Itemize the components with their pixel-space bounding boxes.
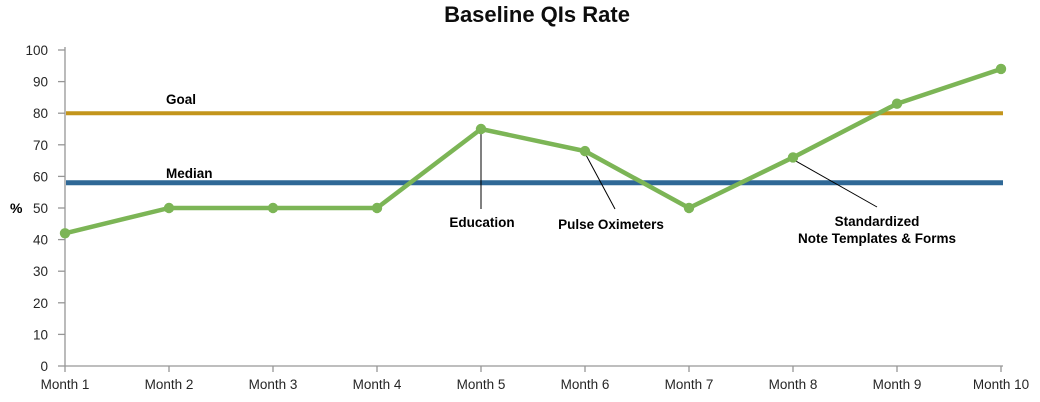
data-point-marker bbox=[787, 152, 799, 163]
y-axis-unit-label: % bbox=[10, 200, 23, 216]
x-tick-label: Month 9 bbox=[873, 377, 922, 392]
data-point-marker bbox=[995, 63, 1007, 75]
y-tick-label: 80 bbox=[33, 106, 48, 121]
goal-label: Goal bbox=[166, 92, 196, 107]
x-tick-label: Month 2 bbox=[145, 377, 194, 392]
data-point-marker bbox=[891, 98, 903, 109]
x-tick-label: Month 1 bbox=[41, 377, 90, 392]
data-point-marker bbox=[579, 145, 591, 157]
data-point-marker bbox=[163, 202, 175, 214]
median-label: Median bbox=[166, 166, 213, 181]
y-tick-label: 70 bbox=[33, 138, 48, 153]
annotation-leader-line bbox=[792, 159, 878, 208]
annotation-leader-line bbox=[584, 152, 616, 210]
annotation-label: Education bbox=[449, 215, 514, 230]
data-point-marker bbox=[683, 202, 695, 214]
x-tick-label: Month 5 bbox=[457, 377, 506, 392]
y-tick-label: 100 bbox=[25, 43, 48, 58]
data-point-marker bbox=[475, 123, 487, 135]
x-tick-label: Month 6 bbox=[561, 377, 610, 392]
annotation-label: Pulse Oximeters bbox=[558, 217, 664, 232]
x-tick-label: Month 10 bbox=[973, 377, 1029, 392]
y-tick-label: 90 bbox=[33, 75, 48, 90]
data-series-line bbox=[62, 66, 1004, 236]
y-tick-label: 30 bbox=[33, 264, 48, 279]
data-point-marker bbox=[59, 228, 71, 239]
x-tick-label: Month 8 bbox=[769, 377, 818, 392]
y-tick-label: 40 bbox=[33, 233, 48, 248]
x-tick-label: Month 3 bbox=[249, 377, 298, 392]
x-tick-label: Month 4 bbox=[353, 377, 402, 392]
annotation-label: Standardized bbox=[835, 214, 920, 229]
y-tick-label: 60 bbox=[33, 169, 48, 184]
y-tick-label: 20 bbox=[33, 296, 48, 311]
data-point-marker bbox=[371, 202, 383, 214]
annotation-label: Note Templates & Forms bbox=[798, 231, 956, 246]
y-tick-label: 50 bbox=[33, 201, 48, 216]
y-tick-label: 0 bbox=[40, 359, 48, 374]
data-point-marker bbox=[267, 202, 279, 214]
x-tick-label: Month 7 bbox=[665, 377, 714, 392]
chart-title: Baseline QIs Rate bbox=[444, 2, 630, 27]
y-tick-label: 10 bbox=[33, 327, 48, 342]
